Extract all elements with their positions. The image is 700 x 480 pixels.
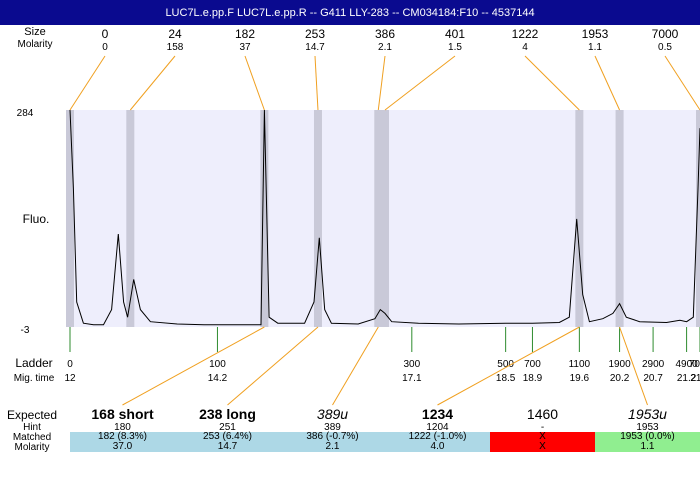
peak-connector-8 (664, 55, 700, 111)
peak-size-label-7: 1953 (582, 27, 609, 41)
peak-molarity-label-4: 2.1 (378, 42, 392, 53)
peak-size-label-4: 386 (375, 27, 395, 41)
ladder-time-label-7: 20.7 (643, 373, 663, 384)
ladder-time-label-5: 19.6 (570, 373, 590, 384)
ladder-size-label-0: 0 (67, 359, 73, 370)
window-title: LUC7L.e.pp.F LUC7L.e.pp.R -- G411 LLY-28… (0, 0, 700, 25)
peak-size-label-6: 1222 (512, 27, 539, 41)
peak-band-0 (66, 110, 74, 327)
peak-band-6 (575, 110, 584, 327)
peak-band-4 (374, 110, 383, 327)
y-axis-label: Fluo. (23, 212, 50, 226)
ladder-size-label-1: 100 (209, 359, 226, 370)
peak-connector-6 (524, 55, 580, 111)
ladder-time-label-1: 14.2 (208, 373, 228, 384)
ladder-time-label-9: 21.4 (690, 373, 700, 384)
peak-size-label-5: 401 (445, 27, 465, 41)
fluorescence-trace (69, 109, 700, 326)
peak-molarity-label-7: 1.1 (588, 42, 602, 53)
ladder-time-label-3: 18.5 (496, 373, 516, 384)
ladder-size-label-4: 700 (524, 359, 541, 370)
peak-connector-5 (384, 55, 456, 111)
peak-molarity-label-0: 0 (102, 42, 108, 53)
peak-molarity-label-8: 0.5 (658, 42, 672, 53)
match-connector-2 (332, 326, 379, 406)
peak-connector-1 (129, 55, 176, 111)
peak-connector-2 (244, 55, 265, 111)
ladder-time-label-8: 21.2 (677, 373, 697, 384)
y-min-label: -3 (21, 325, 30, 336)
ladder-time-label-0: 12 (64, 373, 76, 384)
ladder-size-label-2: 300 (403, 359, 420, 370)
peak-band-5 (381, 110, 389, 327)
size-row-label: Size (24, 26, 45, 38)
peak-connector-3 (314, 55, 319, 111)
peak-molarity-label-3: 14.7 (305, 42, 325, 53)
peak-connector-4 (377, 55, 386, 111)
peak-size-label-1: 24 (168, 27, 182, 41)
ladder-row-label: Ladder (15, 356, 52, 370)
ladder-size-label-9: 7000 (689, 359, 700, 370)
ladder-size-label-7: 2900 (642, 359, 665, 370)
peak-band-2 (260, 110, 269, 327)
peak-molarity-label-6: 4 (522, 42, 528, 53)
peak-molarity-label-2: 37 (239, 42, 251, 53)
peak-connector-7 (594, 55, 621, 111)
match-connector-0 (122, 326, 265, 406)
y-max-label: 284 (17, 108, 34, 119)
ladder-size-label-6: 1900 (608, 359, 631, 370)
peak-size-label-3: 253 (305, 27, 325, 41)
peak-size-label-8: 7000 (652, 27, 679, 41)
peak-band-8 (696, 110, 700, 327)
peak-band-1 (126, 110, 135, 327)
ladder-size-label-3: 500 (497, 359, 514, 370)
peak-band-3 (313, 110, 322, 327)
molarity-row-label: Molarity (17, 39, 52, 50)
match-connector-3 (437, 326, 580, 406)
peak-size-label-2: 182 (235, 27, 255, 41)
ladder-time-label-6: 20.2 (610, 373, 630, 384)
ladder-time-label-4: 18.9 (523, 373, 543, 384)
peak-band-7 (615, 110, 624, 327)
peak-size-label-0: 0 (102, 27, 109, 41)
match-connector-1 (227, 326, 319, 406)
ladder-time-label-2: 17.1 (402, 373, 422, 384)
ladder-size-label-5: 1100 (569, 359, 591, 370)
peak-molarity-label-1: 158 (167, 42, 184, 53)
match-connector-4 (619, 326, 648, 406)
peak-molarity-label-5: 1.5 (448, 42, 462, 53)
ladder-size-label-8: 4900 (675, 359, 698, 370)
peak-connector-0 (69, 55, 106, 111)
migtime-row-label: Mig. time (14, 373, 55, 384)
